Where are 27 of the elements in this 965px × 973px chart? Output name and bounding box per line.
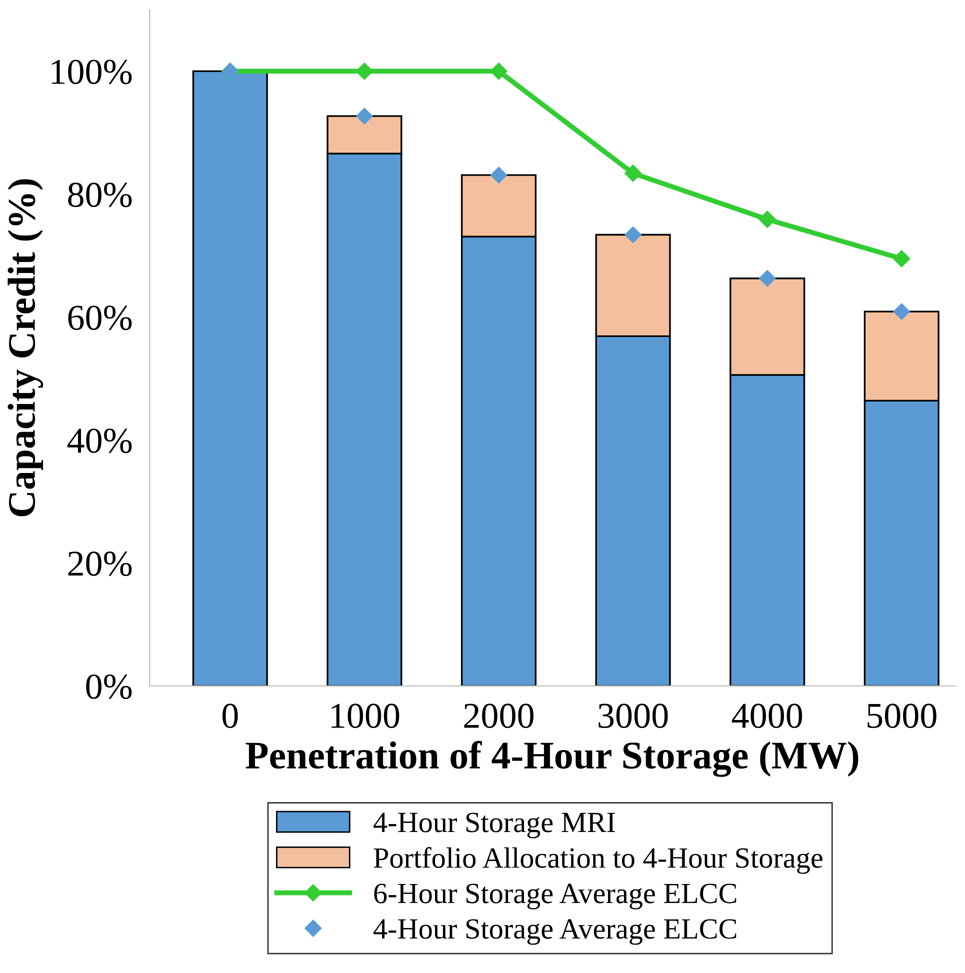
y-tick-label: 20% (68, 552, 132, 576)
x-tick-label: 2000 (464, 704, 534, 728)
legend-label: 6-Hour Storage Average ELCC (374, 884, 736, 910)
x-tick-label: 5000 (868, 704, 936, 728)
point (490, 62, 508, 80)
x-axis-title: Penetration of 4-Hour Storage (MW) (246, 740, 858, 777)
y-axis-title: Capacity Credit (%) (8, 179, 44, 516)
point (624, 226, 642, 244)
point (893, 303, 910, 320)
x-tick-label: 1000 (332, 704, 400, 728)
y-tick-label: 0% (86, 674, 132, 699)
y-tick-label: 60% (68, 306, 132, 330)
point (759, 270, 776, 287)
legend-label: 4-Hour Storage Average ELCC (374, 919, 736, 945)
point (356, 108, 373, 124)
x-tick-label: 4000 (732, 704, 802, 728)
legend-label: 4-Hour Storage MRI (374, 812, 615, 838)
point (893, 250, 910, 268)
legend-label: Portfolio Allocation to 4-Hour Storage (374, 847, 822, 874)
point (490, 166, 508, 184)
point (758, 210, 776, 228)
y-tick-label: 80% (68, 182, 132, 208)
x-tick-label: 0 (222, 704, 238, 728)
x-tick-label: 3000 (598, 704, 668, 728)
y-tick-label: 100% (52, 60, 132, 84)
point (624, 164, 642, 182)
y-tick-label: 40% (67, 428, 132, 454)
